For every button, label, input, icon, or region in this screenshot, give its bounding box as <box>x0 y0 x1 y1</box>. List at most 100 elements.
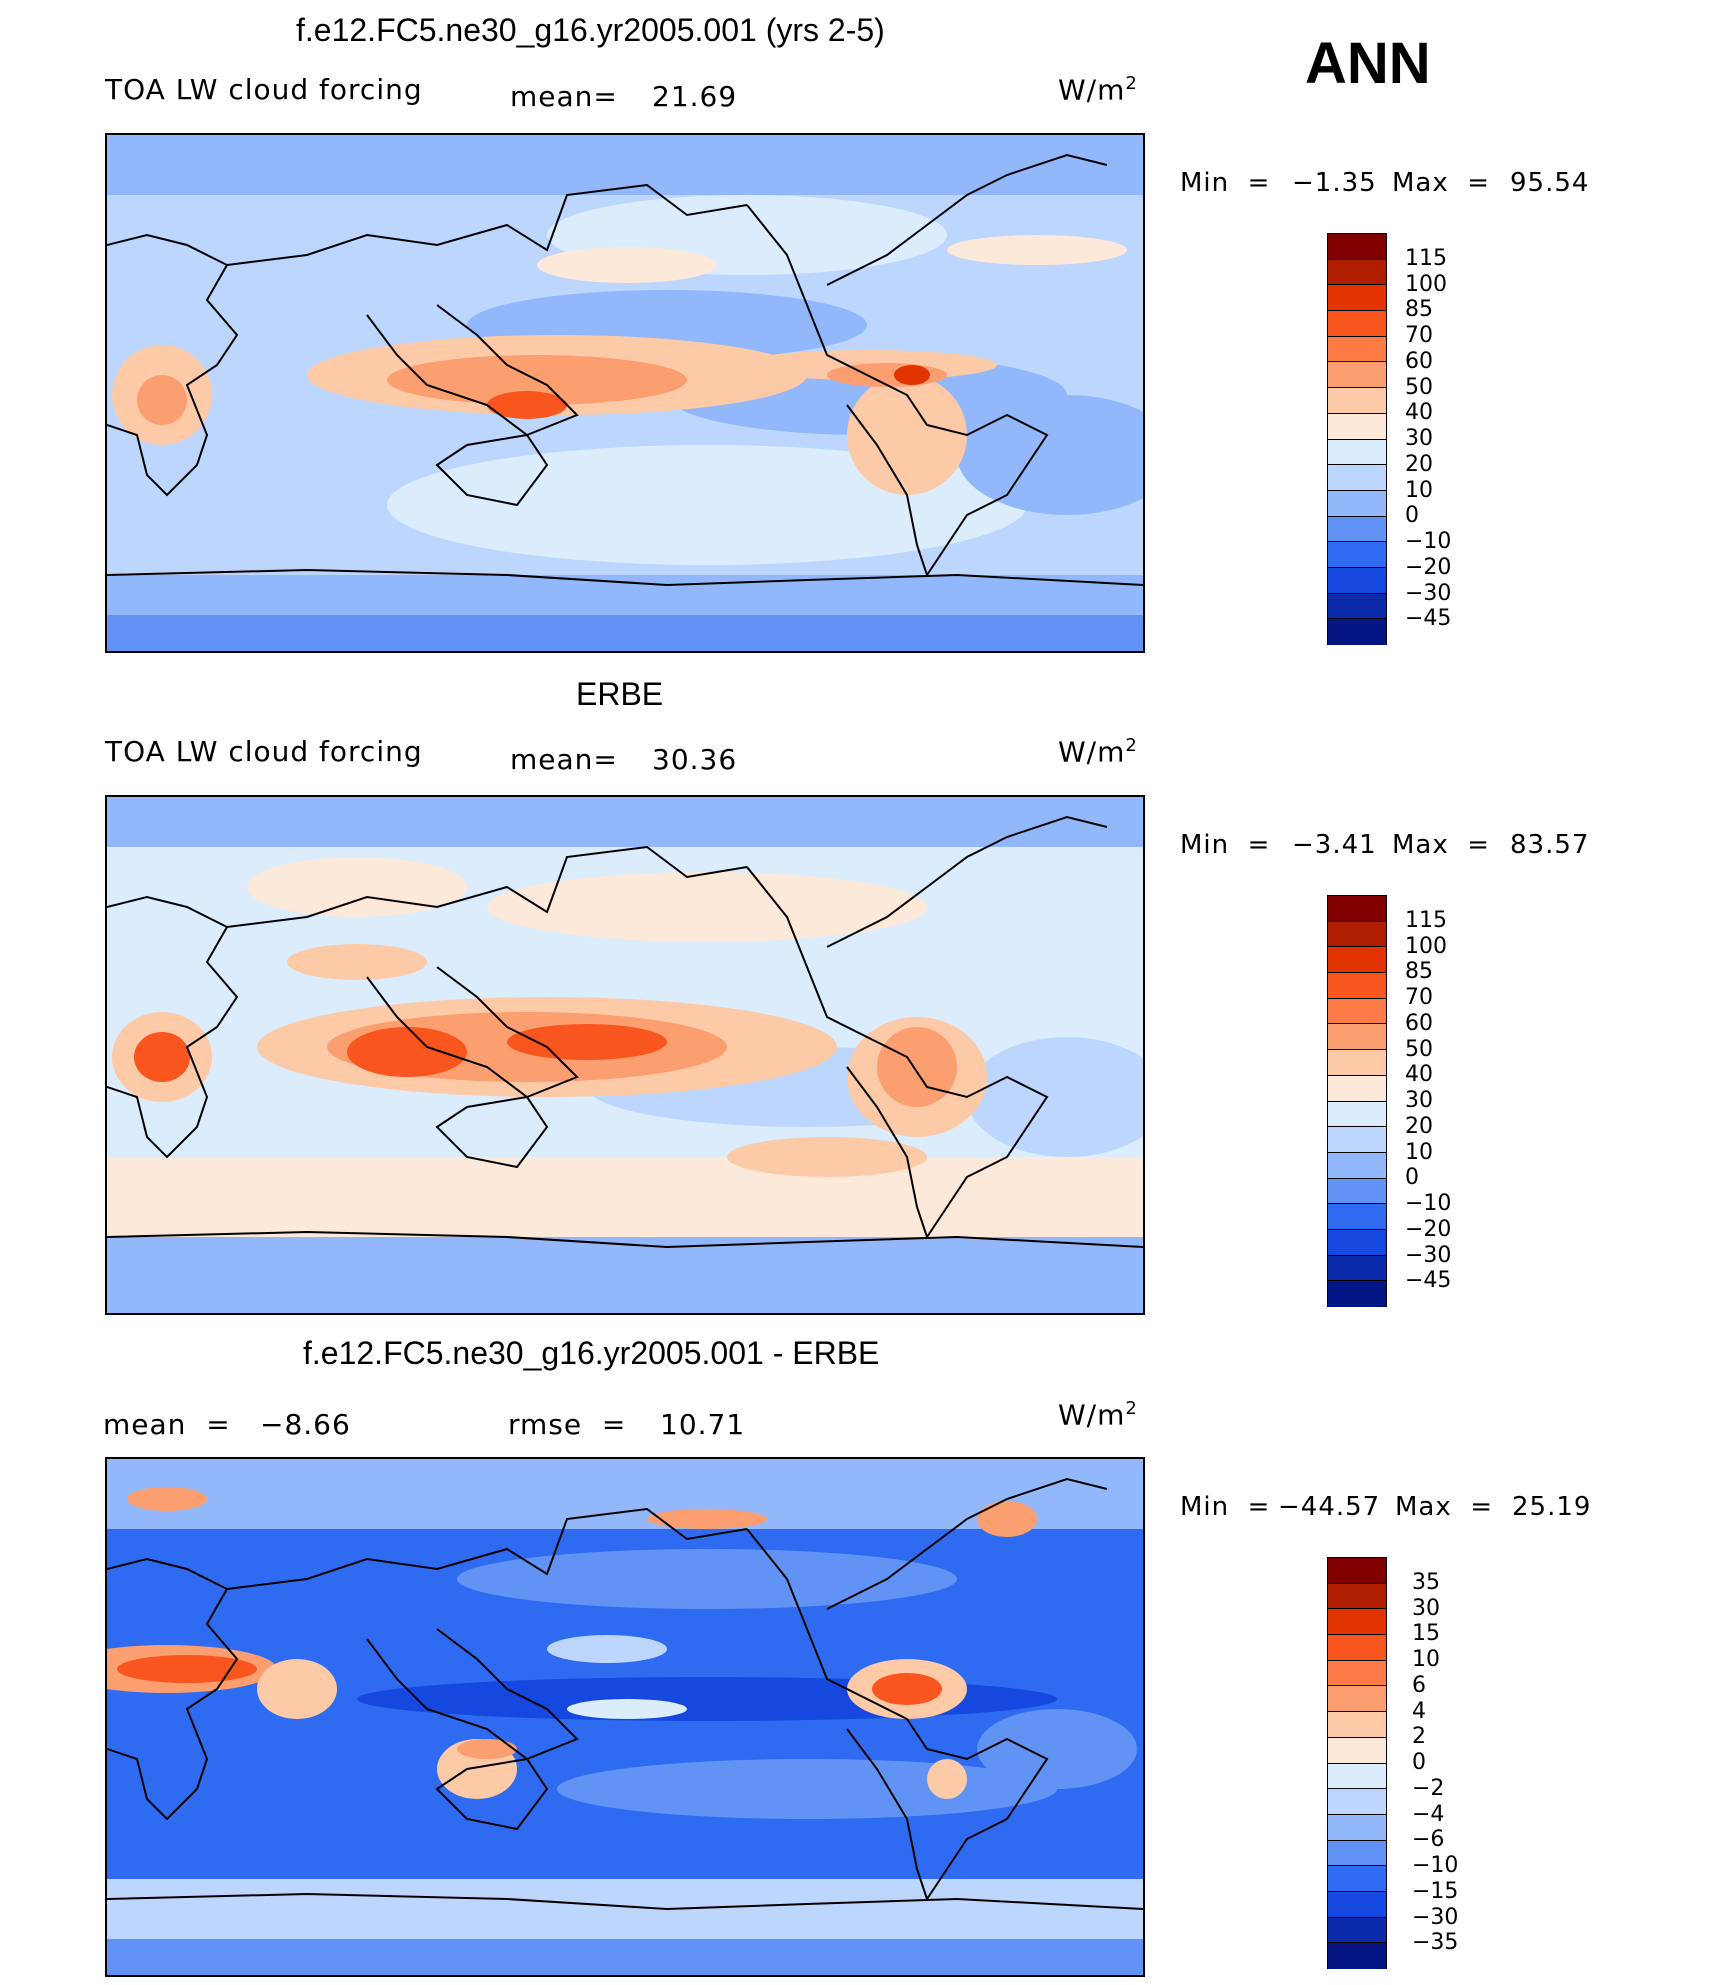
panel-2-map <box>105 795 1145 1315</box>
panel-2-max-label: Max = <box>1392 830 1491 860</box>
colorbar-tick-label: −35 <box>1412 1930 1459 1956</box>
panel-3-mean-value: −8.66 <box>260 1408 351 1441</box>
colorbar-tick-label: 15 <box>1412 1621 1440 1647</box>
panel-1-max-value: 95.54 <box>1510 168 1590 198</box>
panel-1-coastlines <box>107 153 1143 587</box>
panel-3-rmse-value: 10.71 <box>660 1408 746 1441</box>
colorbar-tick-label: −30 <box>1405 1242 1452 1268</box>
panel-1-max-label: Max = <box>1392 168 1491 198</box>
colorbar-tick-label: 70 <box>1405 323 1433 348</box>
colorbar-tick-label: 20 <box>1405 1113 1433 1139</box>
colorbar-swatch <box>1328 567 1386 594</box>
colorbar-swatch <box>1328 1866 1386 1892</box>
panel-1-units: W/m2 <box>1058 73 1138 107</box>
panel-3-min-value: −44.57 <box>1278 1492 1381 1522</box>
colorbar-swatch <box>1328 285 1386 312</box>
panel-3-rmse-label: rmse = <box>508 1408 627 1441</box>
colorbar-tick-label: 10 <box>1405 477 1433 503</box>
panel-2-mean-value: 30.36 <box>652 743 738 776</box>
colorbar-swatch <box>1328 593 1386 620</box>
colorbar-swatch <box>1328 619 1386 645</box>
panel-1-variable-label: TOA LW cloud forcing <box>105 73 423 106</box>
colorbar-swatch <box>1328 1814 1386 1841</box>
panel-2-colorbar <box>1327 895 1387 1307</box>
colorbar-swatch <box>1328 1101 1386 1128</box>
colorbar-swatch <box>1328 998 1386 1025</box>
colorbar-swatch <box>1328 1917 1386 1944</box>
colorbar-swatch <box>1328 1152 1386 1179</box>
colorbar-tick-label: 0 <box>1412 1750 1426 1775</box>
colorbar-swatch <box>1328 336 1386 363</box>
colorbar-tick-label: 115 <box>1405 907 1447 933</box>
panel-2-min-value: −3.41 <box>1292 830 1377 860</box>
colorbar-swatch <box>1328 1943 1386 1969</box>
panel-3-map <box>105 1457 1145 1977</box>
colorbar-tick-label: −4 <box>1412 1801 1445 1827</box>
colorbar-swatch <box>1328 1763 1386 1790</box>
colorbar-tick-label: −10 <box>1405 529 1452 554</box>
colorbar-swatch <box>1328 542 1386 568</box>
panel-1-min-value: −1.35 <box>1292 168 1377 198</box>
colorbar-swatch <box>1328 1635 1386 1661</box>
colorbar-tick-label: 85 <box>1405 959 1433 985</box>
colorbar-tick-label: −45 <box>1405 606 1452 632</box>
colorbar-tick-label: −10 <box>1405 1191 1452 1216</box>
panel-3-coastlines <box>107 1477 1143 1911</box>
panel-2-title: ERBE <box>576 676 664 712</box>
colorbar-tick-label: 0 <box>1405 1165 1419 1191</box>
panel-3-max-label: Max = <box>1395 1492 1494 1522</box>
panel-3-mean-label: mean = <box>103 1408 231 1441</box>
colorbar-tick-label: −45 <box>1405 1268 1452 1294</box>
colorbar-tick-label: 60 <box>1405 1010 1433 1036</box>
colorbar-swatch <box>1328 947 1386 974</box>
panel-1-map <box>105 133 1145 653</box>
colorbar-swatch <box>1328 516 1386 543</box>
colorbar-tick-label: −10 <box>1412 1853 1459 1878</box>
panel-3-colorbar <box>1327 1557 1387 1969</box>
colorbar-tick-label: 85 <box>1405 297 1433 323</box>
colorbar-tick-label: 60 <box>1405 348 1433 374</box>
colorbar-swatch <box>1328 1712 1386 1738</box>
colorbar-swatch <box>1328 1789 1386 1815</box>
colorbar-swatch <box>1328 1255 1386 1282</box>
panel-3-min-label: Min = <box>1180 1492 1271 1522</box>
panel-2-min-label: Min = <box>1180 830 1271 860</box>
colorbar-swatch <box>1328 1686 1386 1713</box>
panel-3-units: W/m2 <box>1058 1398 1138 1432</box>
colorbar-tick-label: 40 <box>1405 1062 1433 1088</box>
colorbar-tick-label: −6 <box>1412 1827 1445 1853</box>
colorbar-tick-label: −20 <box>1405 1216 1452 1242</box>
colorbar-tick-label: 30 <box>1412 1595 1440 1621</box>
panel-1-title: f.e12.FC5.ne30_g16.yr2005.001 (yrs 2-5) <box>296 12 885 48</box>
panel-1-mean-label: mean= <box>510 80 618 113</box>
colorbar-swatch <box>1328 1024 1386 1051</box>
colorbar-tick-label: 50 <box>1405 374 1433 400</box>
panel-3-map-svg <box>107 1459 1143 1975</box>
colorbar-swatch <box>1328 921 1386 948</box>
colorbar-swatch <box>1328 1660 1386 1687</box>
colorbar-swatch <box>1328 1891 1386 1918</box>
colorbar-tick-label: 30 <box>1405 426 1433 451</box>
colorbar-tick-label: 4 <box>1412 1698 1426 1724</box>
colorbar-tick-label: −30 <box>1412 1904 1459 1930</box>
colorbar-tick-label: 0 <box>1405 503 1419 529</box>
colorbar-tick-label: 10 <box>1405 1139 1433 1165</box>
colorbar-swatch <box>1328 1281 1386 1307</box>
colorbar-swatch <box>1328 973 1386 999</box>
colorbar-tick-label: −20 <box>1405 554 1452 580</box>
colorbar-swatch <box>1328 311 1386 337</box>
colorbar-swatch <box>1328 1178 1386 1205</box>
colorbar-swatch <box>1328 234 1386 260</box>
colorbar-swatch <box>1328 490 1386 517</box>
panel-3-title: f.e12.FC5.ne30_g16.yr2005.001 - ERBE <box>303 1335 880 1371</box>
colorbar-swatch <box>1328 465 1386 491</box>
colorbar-tick-label: 6 <box>1412 1672 1426 1698</box>
colorbar-tick-label: 40 <box>1405 400 1433 426</box>
colorbar-tick-label: −2 <box>1412 1775 1445 1801</box>
panel-1-colorbar <box>1327 233 1387 645</box>
colorbar-swatch <box>1328 1229 1386 1256</box>
panel-1-mean-value: 21.69 <box>652 80 738 113</box>
colorbar-swatch <box>1328 1840 1386 1867</box>
colorbar-tick-label: 20 <box>1405 451 1433 477</box>
colorbar-swatch <box>1328 439 1386 466</box>
